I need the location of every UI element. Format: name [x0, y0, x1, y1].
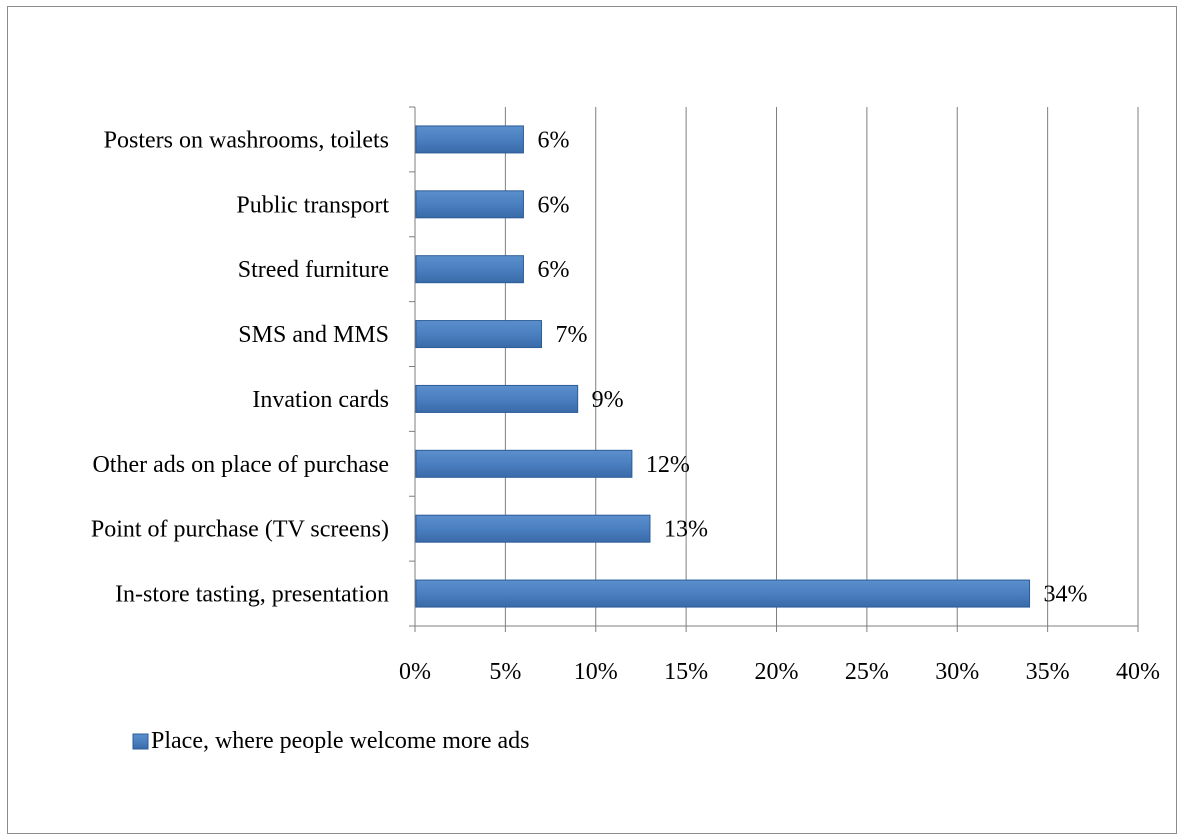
- x-tick-label: 0%: [399, 659, 431, 685]
- x-tick-label: 40%: [1116, 659, 1160, 685]
- legend: Place, where people welcome more ads: [132, 728, 530, 754]
- bar: [415, 255, 524, 284]
- bar: [415, 125, 524, 154]
- chart-frame: [7, 6, 1177, 834]
- data-labels: 34% 13% 12% 9% 7% 6% 6% 6%: [537, 127, 1087, 607]
- data-label: 6%: [537, 257, 569, 283]
- x-tick-label: 20%: [755, 659, 799, 685]
- data-label: 6%: [537, 192, 569, 218]
- category-label: In-store tasting, presentation: [115, 582, 389, 608]
- category-label: Public transport: [236, 192, 389, 218]
- tick-labels: 0% 5% 10% 15% 20% 25% 30% 35% 40%: [399, 659, 1160, 685]
- category-label: Posters on washrooms, toilets: [104, 127, 389, 153]
- x-tick-label: 35%: [1026, 659, 1070, 685]
- data-label: 34%: [1044, 582, 1088, 608]
- x-tick-label: 25%: [845, 659, 889, 685]
- legend-label: Place, where people welcome more ads: [151, 728, 530, 754]
- bar: [415, 320, 543, 349]
- x-tick-label: 5%: [489, 659, 521, 685]
- x-tick-label: 30%: [935, 659, 979, 685]
- data-label: 12%: [646, 452, 690, 478]
- category-labels: In-store tasting, presentation Point of p…: [91, 127, 389, 607]
- category-label: Invation cards: [252, 387, 389, 413]
- bar: [415, 190, 524, 219]
- legend-swatch: [132, 733, 149, 750]
- x-tick-label: 15%: [664, 659, 708, 685]
- data-label: 13%: [664, 517, 708, 543]
- category-label: Point of purchase (TV screens): [91, 517, 389, 543]
- gridlines: [504, 107, 1139, 626]
- x-tick-label: 10%: [574, 659, 618, 685]
- bar: [415, 449, 633, 478]
- category-label: Other ads on place of purchase: [92, 452, 389, 478]
- bar: [415, 514, 651, 543]
- bars: [415, 125, 1031, 608]
- data-label: 9%: [592, 387, 624, 413]
- category-label: Streed furniture: [238, 257, 389, 283]
- bar: [415, 384, 579, 413]
- data-label: 6%: [537, 127, 569, 153]
- axes: [409, 106, 1139, 632]
- data-label: 7%: [556, 322, 588, 348]
- category-label: SMS and MMS: [238, 322, 389, 348]
- bar: [415, 579, 1031, 608]
